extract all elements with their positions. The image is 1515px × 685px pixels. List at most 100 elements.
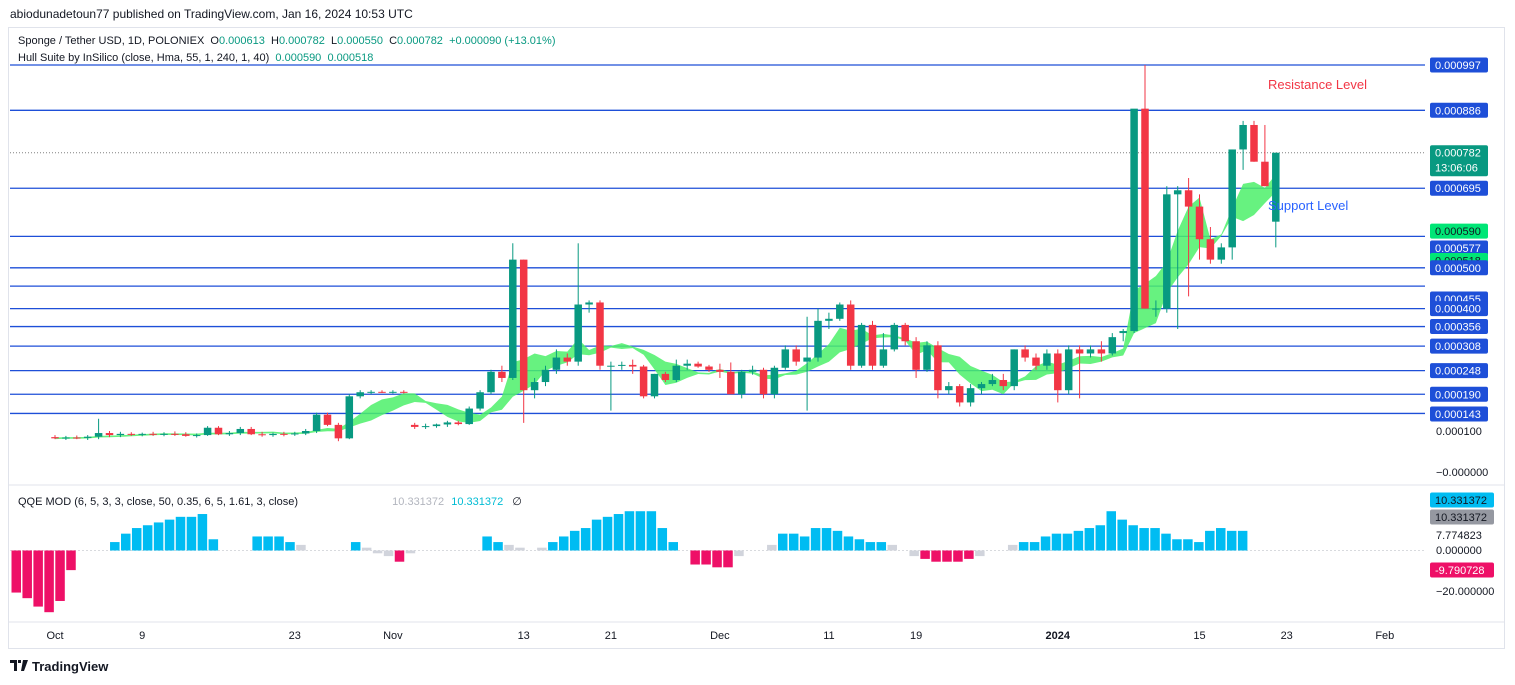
resistance-level-label: Resistance Level (1268, 77, 1367, 92)
candle-body (912, 341, 920, 370)
qqe-value-1: 10.331372 (392, 496, 445, 508)
price-axis-label: 0.000356 (1435, 322, 1481, 334)
candle-body (1184, 190, 1193, 207)
qqe-histogram-bar (701, 550, 711, 565)
candle-body (694, 363, 702, 367)
candle-body (618, 364, 626, 366)
candle-body (541, 369, 550, 383)
candle-body (803, 357, 811, 362)
candle-body (836, 304, 844, 319)
candle-body (1217, 247, 1226, 260)
candle-body (378, 391, 386, 393)
close-label: C (389, 35, 398, 47)
price-axis-label: 0.000590 (1435, 226, 1481, 238)
price-axis-label: 0.000886 (1435, 105, 1481, 117)
qqe-histogram-bar (537, 547, 547, 551)
countdown-label: 13:06:06 (1435, 163, 1478, 175)
qqe-histogram-bar (854, 539, 865, 551)
qqe-histogram-bar (1084, 528, 1095, 551)
candle-body (846, 304, 855, 366)
hull-value-1: 0.000590 (275, 52, 322, 64)
candle-body (1228, 149, 1236, 248)
qqe-histogram-bar (723, 550, 733, 568)
candle-body (999, 379, 1008, 387)
candle-body (530, 382, 539, 391)
candle-body (868, 324, 877, 366)
candle-body (203, 427, 212, 436)
tradingview-logo-icon (10, 659, 28, 674)
qqe-histogram-bar (1051, 533, 1062, 551)
tradingview-brand[interactable]: TradingView (10, 659, 108, 674)
symbol-legend: Sponge / Tether USD, 1D, POLONIEX O0.000… (18, 35, 555, 47)
qqe-histogram-bar (1183, 539, 1193, 551)
qqe-histogram-bar (876, 542, 887, 551)
time-axis-label: 13 (518, 630, 530, 642)
candle-body (977, 384, 986, 389)
qqe-histogram-bar (372, 550, 383, 554)
time-axis-label: 9 (139, 630, 145, 642)
candle-body (421, 426, 430, 428)
candle-body (225, 433, 234, 435)
candle-body (628, 364, 637, 367)
candle-body (83, 436, 92, 438)
candle-body (323, 414, 332, 425)
candle-body (356, 392, 364, 397)
price-axis-label: −0.000000 (1436, 467, 1488, 479)
price-axis-label: 0.000782 (1435, 148, 1481, 160)
candle-body (781, 349, 790, 368)
candle-body (901, 324, 909, 342)
time-axis-label: 23 (1281, 630, 1293, 642)
price-axis-label: 0.000695 (1435, 183, 1481, 195)
time-axis-label: 15 (1193, 630, 1205, 642)
qqe-histogram-bar (1029, 542, 1040, 551)
price-axis-label: 0.000190 (1435, 389, 1481, 401)
qqe-histogram-bar (11, 550, 21, 593)
candle-body (661, 373, 670, 380)
candle-body (1108, 337, 1117, 354)
candle-body (759, 369, 768, 395)
price-axis-tag (1430, 338, 1488, 354)
qqe-axis-label: 10.331372 (1435, 495, 1487, 507)
candle-body (367, 391, 375, 393)
tradingview-brand-text: TradingView (32, 659, 109, 674)
qqe-histogram-bar (55, 550, 65, 601)
qqe-indicator-name: QQE MOD (6, 5, 3, 3, close, 50, 0.35, 6,… (18, 496, 299, 508)
candle-body (1021, 349, 1029, 358)
price-axis-tag (1430, 145, 1488, 177)
qqe-histogram-bar (208, 539, 219, 551)
candle-body (639, 366, 648, 397)
qqe-histogram-bar (788, 533, 799, 551)
hull-value-2: 0.000518 (327, 52, 374, 64)
qqe-histogram-bar (799, 536, 810, 551)
candle-body (410, 424, 419, 427)
candle-body (149, 433, 157, 435)
candle-body (923, 345, 931, 370)
candle-body (487, 371, 495, 393)
qqe-histogram-bar (569, 530, 580, 551)
qqe-histogram-bar (865, 542, 876, 551)
qqe-histogram-bar (690, 550, 700, 565)
time-axis-label: Nov (383, 630, 403, 642)
qqe-histogram-bar (405, 550, 416, 554)
candle-body (890, 324, 899, 350)
qqe-histogram-bar (778, 533, 788, 551)
open-label: O (210, 35, 219, 47)
candle-body (716, 369, 724, 372)
price-axis-tag (1430, 102, 1488, 118)
candle-body (1195, 206, 1204, 240)
qqe-histogram-bar (1237, 530, 1248, 551)
candle-body (62, 437, 70, 439)
qqe-histogram-bar (909, 550, 919, 557)
candle-body (1239, 124, 1247, 150)
candle-body (945, 386, 953, 391)
change-value: +0.000090 (+13.01%) (449, 35, 556, 47)
time-axis-label: 21 (605, 630, 617, 642)
candle-body (1261, 161, 1269, 187)
candle-body (1043, 353, 1051, 366)
qqe-axis-label: 0.000000 (1436, 545, 1482, 557)
candle-body (1163, 194, 1171, 309)
qqe-histogram-bar (734, 550, 744, 557)
price-axis-label: 0.000997 (1435, 60, 1481, 72)
qqe-histogram-bar (931, 550, 941, 562)
